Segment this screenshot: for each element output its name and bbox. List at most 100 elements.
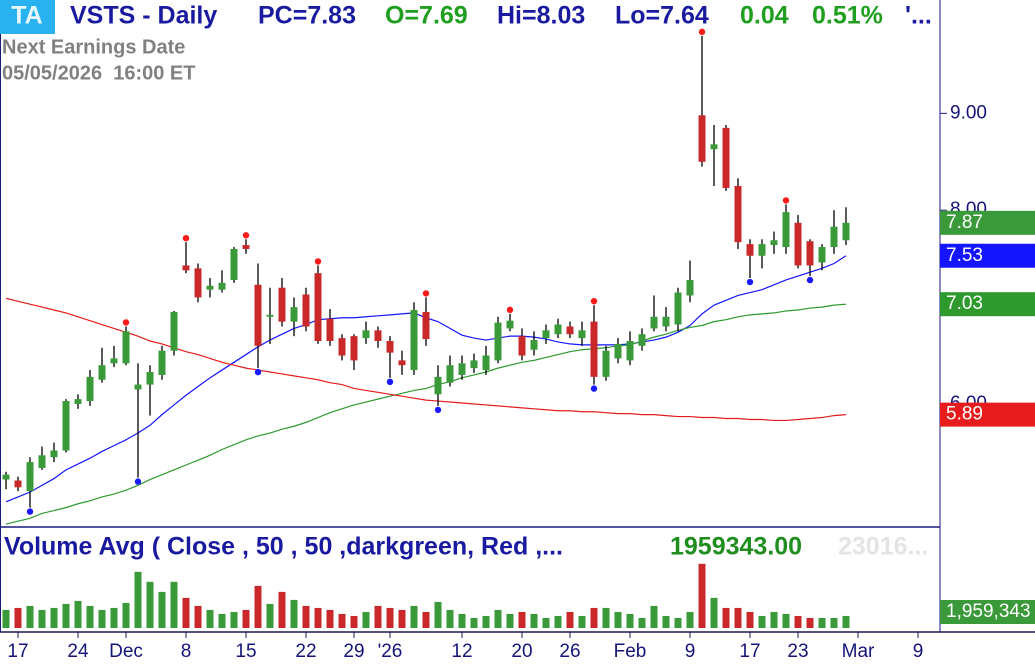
volume-bar bbox=[326, 609, 334, 628]
volume-bar bbox=[206, 609, 214, 628]
earnings-label: Next Earnings Date bbox=[2, 36, 185, 58]
x-tick-label: Dec bbox=[109, 641, 143, 662]
swing-low-marker bbox=[434, 406, 442, 414]
candle-body bbox=[158, 350, 166, 375]
x-tick-label: Mar bbox=[842, 641, 875, 662]
x-tick-label: 17 bbox=[7, 641, 28, 662]
candle-body bbox=[842, 222, 850, 241]
volume-bar bbox=[758, 615, 766, 628]
x-tick-label: 23 bbox=[787, 641, 808, 662]
earnings-date: 05/05/2026 16:00 ET bbox=[2, 62, 195, 84]
volume-bar bbox=[254, 585, 262, 628]
ma-badge-text: 5.89 bbox=[946, 404, 983, 425]
candle-body bbox=[98, 365, 106, 380]
volume-bar bbox=[494, 609, 502, 628]
moving-average-line bbox=[5, 297, 847, 422]
candle-body bbox=[458, 363, 466, 375]
ta-badge-text: TA bbox=[11, 2, 42, 30]
x-tick-label: 12 bbox=[451, 641, 472, 662]
candle-body bbox=[542, 330, 550, 339]
volume-bar bbox=[722, 607, 730, 628]
swing-high-marker bbox=[782, 197, 790, 204]
volume-bar bbox=[458, 613, 466, 628]
volume-bar bbox=[626, 613, 634, 628]
candle-body bbox=[494, 322, 502, 361]
prev-close: PC=7.83 bbox=[258, 2, 356, 30]
volume-faded: 23016... bbox=[838, 533, 928, 561]
candle-body bbox=[374, 330, 382, 341]
swing-low-marker bbox=[386, 378, 394, 386]
candle-body bbox=[698, 115, 706, 162]
swing-high-marker bbox=[590, 297, 598, 305]
candle-body bbox=[566, 326, 574, 335]
candle-body bbox=[218, 282, 226, 290]
volume-bar bbox=[398, 609, 406, 628]
close-badge bbox=[940, 210, 1035, 235]
candle-body bbox=[746, 244, 754, 256]
x-tick-label: '26 bbox=[378, 641, 403, 662]
x-tick-label: 24 bbox=[67, 641, 89, 662]
candle-body bbox=[194, 268, 202, 298]
candle-body bbox=[410, 310, 418, 371]
volume-bar bbox=[110, 607, 118, 628]
header-more: '... bbox=[905, 2, 932, 30]
x-tick-label: Feb bbox=[614, 641, 647, 662]
candle-body bbox=[818, 247, 826, 263]
candle-body bbox=[14, 480, 22, 488]
x-tick-label: 22 bbox=[295, 641, 316, 662]
volume-badge bbox=[940, 600, 1035, 624]
candle-body bbox=[206, 285, 214, 290]
candle-body bbox=[710, 144, 718, 150]
candle-body bbox=[662, 316, 670, 327]
volume-bar bbox=[98, 609, 106, 628]
candle-body bbox=[770, 240, 778, 246]
volume-bar bbox=[302, 605, 310, 628]
ma-badge bbox=[940, 292, 1035, 317]
volume-bar bbox=[518, 611, 526, 628]
volume-bar bbox=[542, 617, 550, 628]
candle-body bbox=[434, 376, 442, 395]
volume-bar bbox=[2, 609, 10, 628]
volume-bar bbox=[794, 615, 802, 628]
candle-body bbox=[782, 212, 790, 248]
candle-body bbox=[26, 462, 34, 492]
change-value: 0.04 bbox=[740, 2, 789, 30]
ma-badge bbox=[940, 243, 1035, 268]
volume-bar bbox=[362, 611, 370, 628]
candle-body bbox=[50, 450, 58, 458]
candle-body bbox=[302, 294, 310, 327]
volume-bar bbox=[434, 601, 442, 628]
candle-body bbox=[326, 318, 334, 341]
swing-low-marker bbox=[806, 276, 814, 284]
y-tick-label: 9.00 bbox=[950, 102, 987, 123]
swing-high-marker bbox=[506, 306, 514, 314]
volume-bar bbox=[530, 613, 538, 628]
candle-body bbox=[674, 292, 682, 325]
candle-body bbox=[590, 321, 598, 377]
ta-badge bbox=[0, 0, 55, 34]
candle-body bbox=[626, 341, 634, 361]
volume-bar bbox=[482, 615, 490, 628]
volume-bar bbox=[818, 617, 826, 628]
swing-low-marker bbox=[746, 278, 754, 286]
volume-bar bbox=[386, 607, 394, 628]
swing-low-marker bbox=[26, 508, 34, 515]
x-tick-label: 8 bbox=[181, 641, 192, 662]
candle-body bbox=[806, 241, 814, 266]
candle-body bbox=[350, 336, 358, 361]
candle-body bbox=[362, 330, 370, 339]
x-tick-label: 20 bbox=[511, 641, 532, 662]
volume-avg: 1959343.00 bbox=[670, 533, 802, 561]
candle-body bbox=[470, 360, 478, 369]
candle-body bbox=[614, 343, 622, 359]
candle-body bbox=[182, 265, 190, 271]
volume-bar bbox=[614, 611, 622, 628]
candle-body bbox=[758, 244, 766, 256]
plot-layer bbox=[2, 28, 850, 628]
volume-bar bbox=[194, 605, 202, 628]
volume-bar bbox=[242, 609, 250, 628]
volume-bar bbox=[710, 597, 718, 628]
volume-bar bbox=[134, 571, 142, 628]
